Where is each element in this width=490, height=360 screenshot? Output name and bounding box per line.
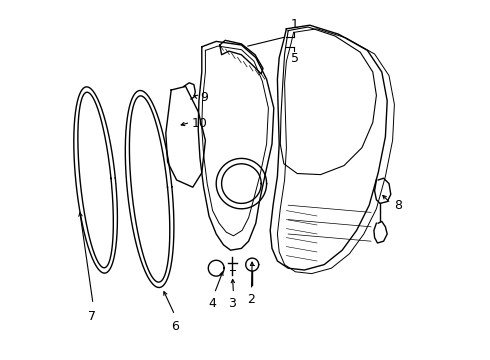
Text: 7: 7: [88, 310, 96, 323]
Text: 5: 5: [291, 52, 299, 65]
Text: 4: 4: [208, 297, 216, 310]
Text: 2: 2: [247, 293, 255, 306]
Text: 9: 9: [200, 91, 208, 104]
Text: 3: 3: [228, 297, 236, 310]
Text: 10: 10: [192, 117, 208, 130]
Text: 6: 6: [171, 320, 179, 333]
Text: 8: 8: [394, 199, 402, 212]
Text: 1: 1: [291, 18, 298, 31]
